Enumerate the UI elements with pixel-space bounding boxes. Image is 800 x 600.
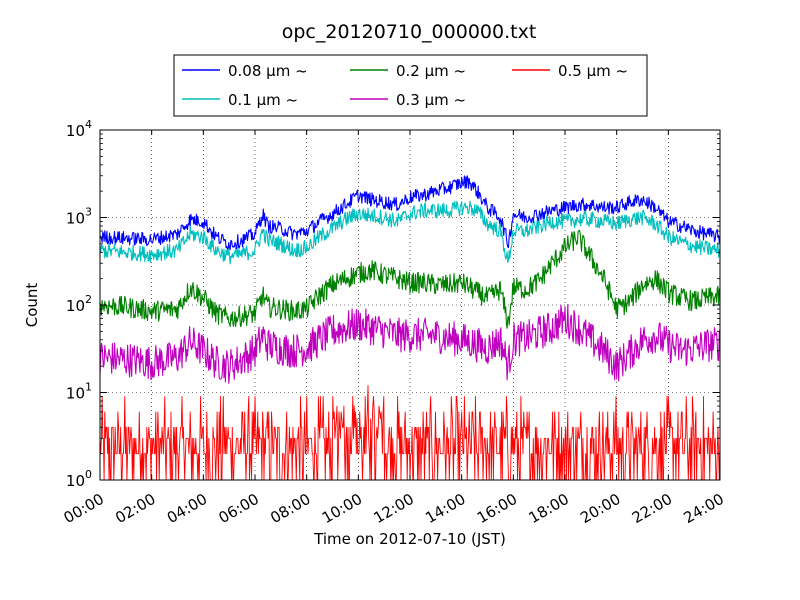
- legend: 0.08 μm ~ 0.1 μm ~ 0.2 μm ~ 0.3 μm ~ 0.5 μm …: [174, 55, 647, 116]
- y-tick-label: 102: [66, 293, 92, 315]
- y-tick-base: 10: [66, 472, 85, 490]
- y-tick-base: 10: [66, 210, 85, 228]
- y-tick-exponent: 1: [85, 381, 92, 394]
- x-tick-label: 14:00: [422, 490, 468, 527]
- legend-label-2: 0.2 μm ~: [396, 62, 466, 80]
- x-tick-label: 12:00: [371, 490, 417, 527]
- y-tick-exponent: 2: [85, 293, 92, 306]
- x-tick-labels: 00:00 02:00 04:00 06:00 08:00 10:00 12:00 14:00…: [61, 490, 727, 527]
- y-tick-base: 10: [66, 122, 85, 140]
- y-tick-label: 104: [66, 118, 92, 140]
- x-axis-label: Time on 2012-07-10 (JST): [313, 530, 506, 548]
- legend-label-3: 0.3 μm ~: [396, 91, 466, 109]
- x-tick-label: 16:00: [474, 490, 520, 527]
- y-tick-base: 10: [66, 385, 85, 403]
- x-tick-label: 00:00: [61, 490, 107, 527]
- x-tick-label: 18:00: [526, 490, 572, 527]
- y-tick-exponent: 4: [85, 118, 92, 131]
- legend-label-4: 0.5 μm ~: [558, 62, 628, 80]
- series-line-3: [100, 305, 720, 384]
- x-tick-label: 06:00: [216, 490, 262, 527]
- x-tick-label: 24:00: [681, 490, 727, 527]
- x-tick-label: 10:00: [319, 490, 365, 527]
- x-tick-label: 04:00: [164, 490, 210, 527]
- y-tick-label: 100: [66, 468, 92, 490]
- y-tick-exponent: 0: [85, 468, 92, 481]
- series-line-2: [100, 230, 720, 328]
- legend-label-0: 0.08 μm ~: [228, 62, 308, 80]
- x-tick-label: 20:00: [577, 490, 623, 527]
- y-tick-exponent: 3: [85, 206, 92, 219]
- y-tick-label: 103: [66, 206, 92, 228]
- y-axis-label: Count: [23, 283, 41, 328]
- y-tick-label: 101: [66, 381, 92, 403]
- x-tick-label: 08:00: [267, 490, 313, 527]
- y-tick-base: 10: [66, 297, 85, 315]
- chart-title: opc_20120710_000000.txt: [282, 21, 537, 43]
- series-line-4: [100, 386, 720, 480]
- x-tick-label: 02:00: [112, 490, 158, 527]
- legend-label-1: 0.1 μm ~: [228, 91, 298, 109]
- x-tick-label: 22:00: [629, 490, 675, 527]
